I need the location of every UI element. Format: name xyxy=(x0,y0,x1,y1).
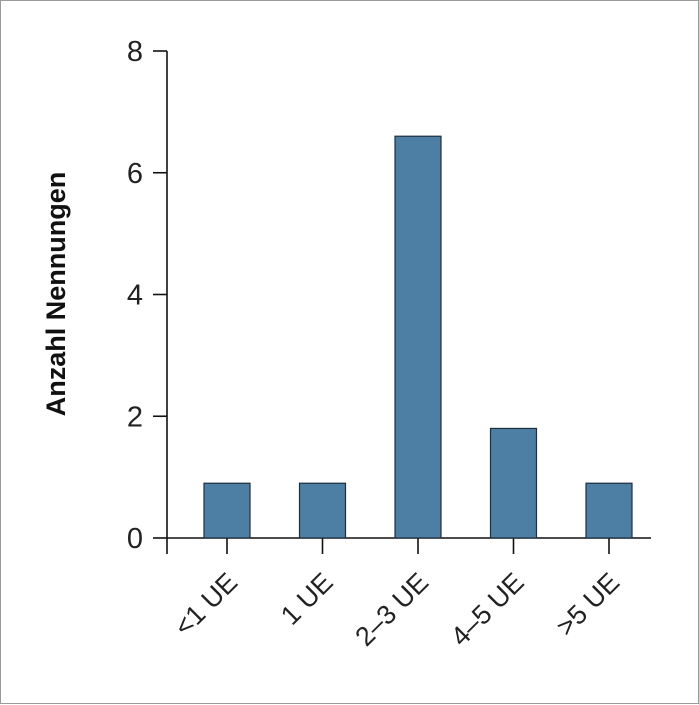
y-tick-label: 0 xyxy=(127,523,143,555)
bar xyxy=(203,482,251,539)
y-axis-title: Anzahl Nennungen xyxy=(41,172,71,417)
x-category-label: 2–3 UE xyxy=(349,567,434,652)
x-tick-labels: <1 UE 1 UE 2–3 UE 4–5 UE >5 UE xyxy=(168,567,625,652)
y-tick-label: 8 xyxy=(127,36,143,68)
bar xyxy=(394,135,442,539)
x-category-label: 4–5 UE xyxy=(445,567,530,652)
y-tick-label: 2 xyxy=(127,401,143,433)
x-category-label: >5 UE xyxy=(550,567,625,642)
x-category-label: <1 UE xyxy=(168,567,243,642)
y-tick-label: 4 xyxy=(127,280,143,312)
bar xyxy=(585,482,633,539)
x-category-label: 1 UE xyxy=(275,567,339,631)
y-axis: 0 2 4 6 8 xyxy=(127,36,168,555)
bar xyxy=(489,427,538,539)
x-axis xyxy=(167,537,651,554)
bars xyxy=(203,135,633,539)
bar xyxy=(298,482,347,539)
y-tick-label: 6 xyxy=(127,158,143,190)
